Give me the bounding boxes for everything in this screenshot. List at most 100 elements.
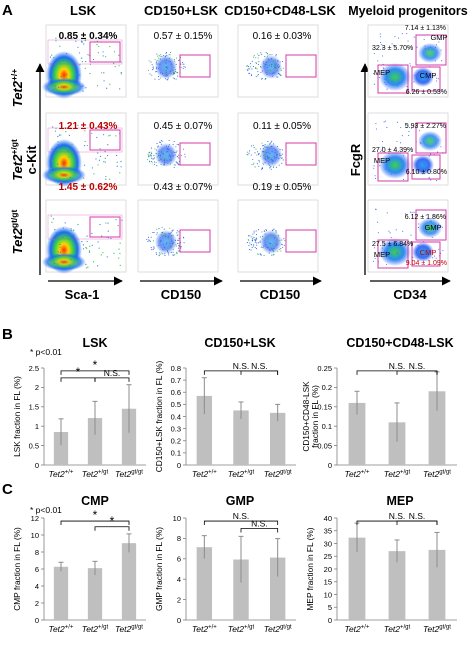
category-label: Tet2gt/gt xyxy=(115,624,143,634)
y-tick-label: 10 xyxy=(324,590,332,599)
bar xyxy=(233,559,249,620)
bar xyxy=(196,547,213,620)
myeloid-gmp-label-r2: GMP xyxy=(424,223,441,232)
gate-cd150 xyxy=(179,54,211,78)
cd150-axis-label-1: CD150 xyxy=(161,287,201,302)
significance-bracket: * xyxy=(60,365,96,382)
significance-bracket: N.S. xyxy=(396,511,438,526)
col-title-myeloid: Myeloid progenitors xyxy=(348,4,468,18)
y-tick-label: 10 xyxy=(31,531,39,540)
chart-ylabel: LSK fraction in FL (%) xyxy=(12,376,22,457)
gate-cd150 xyxy=(179,142,211,166)
gate-mep xyxy=(377,152,409,182)
gate-gmp xyxy=(415,209,447,241)
y-tick-label: 0 xyxy=(328,616,332,625)
chart-title: CD150+LSK xyxy=(204,336,275,350)
y-tick-label: 0 xyxy=(177,461,181,470)
gate-lsk-outer xyxy=(47,127,123,153)
gate-mep xyxy=(377,239,409,269)
col-title-cd150-cd48-lsk: CD150+CD48-LSK xyxy=(224,3,336,18)
chart-cd150-lsk: CD150+LSK CD150+LSK fraction in FL (%) 0 0.… xyxy=(154,336,296,479)
myeloid-gmp-label-r0: GMP xyxy=(430,33,447,42)
gate-cd150 xyxy=(179,229,211,253)
category-label: Tet2+/gt xyxy=(228,469,255,479)
chart-mep: MEP MEP fraction in FL (%) 0 5 10 15 20 25 30 35 4… xyxy=(305,494,457,634)
bar xyxy=(196,395,213,465)
y-tick-label: 40 xyxy=(324,514,332,523)
gate-lsk xyxy=(89,216,121,238)
flow-value-r2-c2: 0.19 ± 0.05% xyxy=(253,182,312,193)
category-label: Tet2gt/gt xyxy=(115,469,143,479)
gate-mep xyxy=(377,64,409,94)
gate-cmp xyxy=(411,66,441,92)
flow-value-r2-c0: 1.45 ± 0.62% xyxy=(59,182,118,193)
bar xyxy=(348,402,366,465)
flow-value-r0-c2: 0.16 ± 0.03% xyxy=(253,31,312,42)
bar xyxy=(348,537,366,620)
myeloid-mep-value-r1: 27.0 ± 4.39% xyxy=(372,147,413,154)
myeloid-cmp-label-r0: CMP xyxy=(420,71,437,80)
chart-gmp: GMP GMP fraction in FL (%) 0 2 4 6 8 10 Tet2+/+ T… xyxy=(154,494,296,634)
category-label: Tet2+/+ xyxy=(192,469,217,479)
bar xyxy=(428,549,446,620)
category-label: Tet2+/gt xyxy=(228,624,255,634)
y-tick-label: 12 xyxy=(31,514,39,523)
bar xyxy=(53,566,69,620)
y-tick-label: 4 xyxy=(35,582,39,591)
sca1-axis-label: Sca-1 xyxy=(65,287,100,302)
category-label: Tet2+/+ xyxy=(49,469,74,479)
flow-plot-r1-c3 xyxy=(367,112,449,186)
y-tick-label: 2 xyxy=(177,595,181,604)
significance-label: N.S. xyxy=(409,361,426,371)
y-tick-label: 0.8 xyxy=(171,364,181,373)
significance-bracket: * xyxy=(94,514,130,531)
chart-ylabel: MEP fraction in FL (%) xyxy=(305,527,315,610)
myeloid-mep-value-r0: 32.3 ± 5.70% xyxy=(372,45,413,52)
gate-cmp xyxy=(411,154,441,180)
bar xyxy=(388,551,406,620)
bar xyxy=(121,543,137,620)
significance-label: * xyxy=(76,365,81,379)
significance-note: * p<0.01 xyxy=(30,505,62,515)
y-tick-label: 6 xyxy=(177,555,181,564)
significance-bracket: * xyxy=(60,508,130,526)
category-label: Tet2+/gt xyxy=(384,469,411,479)
flow-plot-r1-c2 xyxy=(237,112,319,186)
flow-value-r2-c1: 0.43 ± 0.07% xyxy=(154,182,213,193)
myeloid-mep-label-r0: MEP xyxy=(374,68,390,77)
y-tick-label: 4 xyxy=(177,575,181,584)
flow-plot-r2-c1 xyxy=(137,199,219,273)
y-tick-label: 0.15 xyxy=(317,403,332,412)
y-tick-label: 0.3 xyxy=(171,424,181,433)
chart-title: CMP xyxy=(81,494,109,508)
myeloid-gmp-value-r2: 6.12 ± 1.86% xyxy=(405,214,446,221)
y-tick-label: 20 xyxy=(324,565,332,574)
gate-cd150 xyxy=(285,229,317,253)
row-label-hom: Tet2gt/gt xyxy=(9,210,25,255)
significance-note: * p<0.01 xyxy=(30,347,62,357)
bar xyxy=(87,568,103,620)
y-tick-label: 0.2 xyxy=(322,383,332,392)
panel-letter-c: C xyxy=(2,481,13,498)
category-label: Tet2gt/gt xyxy=(264,624,292,634)
flow-plot-r2-c3 xyxy=(367,199,449,273)
y-tick-label: 10 xyxy=(173,514,181,523)
gate-cmp xyxy=(411,241,441,267)
col-title-lsk: LSK xyxy=(70,3,97,18)
category-label: Tet2+/gt xyxy=(82,469,109,479)
myeloid-cmp-value-r1: 6.10 ± 0.80% xyxy=(406,169,447,176)
bar xyxy=(121,408,137,465)
gate-lsk xyxy=(89,41,121,63)
chart-title: GMP xyxy=(226,494,254,508)
category-label: Tet2+/+ xyxy=(345,624,370,634)
flow-value-r1-c2: 0.11 ± 0.05% xyxy=(253,121,311,132)
chart-title: MEP xyxy=(386,494,413,508)
chart-cmp: CMP * p<0.01 CMP fraction in FL (%) 0 2 4 6 8 10… xyxy=(12,494,146,634)
gate-gmp xyxy=(415,34,447,66)
significance-label: * xyxy=(93,508,98,522)
y-tick-label: 0.05 xyxy=(317,441,332,450)
significance-bracket: N.S. xyxy=(203,511,279,526)
flow-value-r0-c0: 0.85 ± 0.34% xyxy=(59,31,118,42)
category-label: Tet2gt/gt xyxy=(423,469,451,479)
